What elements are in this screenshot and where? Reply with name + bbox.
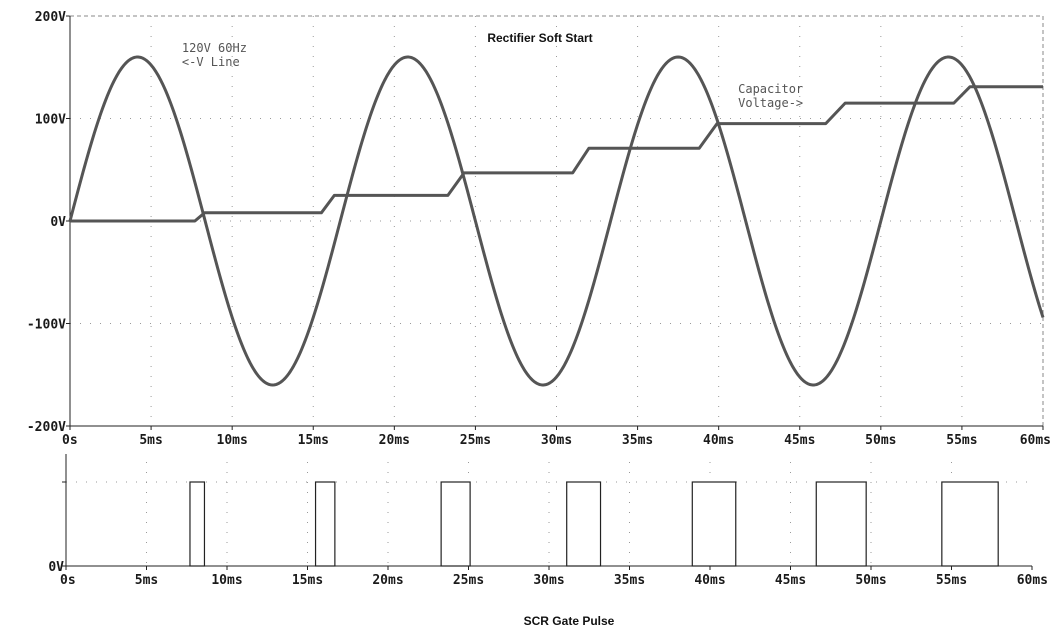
top-x-tick-label: 55ms	[946, 433, 977, 448]
gate-pulse	[566, 481, 602, 567]
top-x-tick-label: 50ms	[865, 433, 896, 448]
bottom-x-tick-label: 5ms	[135, 573, 158, 588]
gate-pulse	[815, 481, 867, 567]
top-y-tick-label: -200V	[27, 420, 66, 435]
bottom-plot-series	[189, 481, 999, 567]
bottom-x-tick-label: 10ms	[211, 573, 242, 588]
bottom-x-tick-label: 15ms	[292, 573, 323, 588]
bottom-x-tick-label: 25ms	[453, 573, 484, 588]
bottom-chart-title: SCR Gate Pulse	[524, 614, 615, 628]
bottom-x-tick-label: 0s	[60, 573, 76, 588]
bottom-y-tick-label: 0V	[48, 560, 64, 575]
top-plot-grid	[66, 15, 1044, 430]
top-x-tick-label: 45ms	[784, 433, 815, 448]
top-x-tick-label: 35ms	[622, 433, 653, 448]
top-y-tick-label: 0V	[50, 215, 66, 230]
top-chart-title: Rectifier Soft Start	[487, 31, 592, 45]
top-x-tick-label: 60ms	[1020, 433, 1051, 448]
bottom-x-tick-label: 20ms	[372, 573, 403, 588]
gate-pulse	[691, 481, 737, 567]
line-voltage-annotation: <-V Line	[182, 55, 240, 69]
top-y-tick-label: 100V	[35, 113, 66, 128]
gate-pulse	[189, 481, 206, 567]
gate-pulse	[314, 481, 336, 567]
top-y-tick-label: 200V	[35, 10, 66, 25]
bottom-x-tick-label: 35ms	[614, 573, 645, 588]
top-x-tick-label: 30ms	[541, 433, 572, 448]
top-plot-frame	[69, 15, 1044, 427]
top-x-tick-label: 25ms	[460, 433, 491, 448]
bottom-x-tick-label: 55ms	[936, 573, 967, 588]
top-x-tick-label: 40ms	[703, 433, 734, 448]
gate-pulse	[941, 481, 999, 567]
bottom-x-tick-label: 50ms	[855, 573, 886, 588]
gate-pulse	[440, 481, 471, 567]
top-x-tick-label: 5ms	[139, 433, 162, 448]
bottom-x-tick-label: 45ms	[775, 573, 806, 588]
capacitor-voltage-annotation: Capacitor	[738, 82, 803, 96]
top-x-tick-label: 10ms	[217, 433, 248, 448]
bottom-plot-grid	[62, 462, 1033, 570]
line-voltage-annotation: 120V 60Hz	[182, 41, 247, 55]
capacitor-voltage-series	[70, 85, 1043, 223]
capacitor-voltage-annotation: Voltage->	[738, 96, 803, 110]
top-x-tick-label: 20ms	[379, 433, 410, 448]
bottom-x-tick-label: 40ms	[694, 573, 725, 588]
top-x-tick-label: 0s	[62, 433, 78, 448]
top-plot-series	[68, 55, 1045, 387]
bottom-x-tick-label: 60ms	[1017, 573, 1048, 588]
bottom-x-tick-label: 30ms	[533, 573, 564, 588]
top-x-tick-label: 15ms	[298, 433, 329, 448]
top-y-tick-label: -100V	[27, 318, 66, 333]
line-voltage-series	[68, 55, 1045, 387]
